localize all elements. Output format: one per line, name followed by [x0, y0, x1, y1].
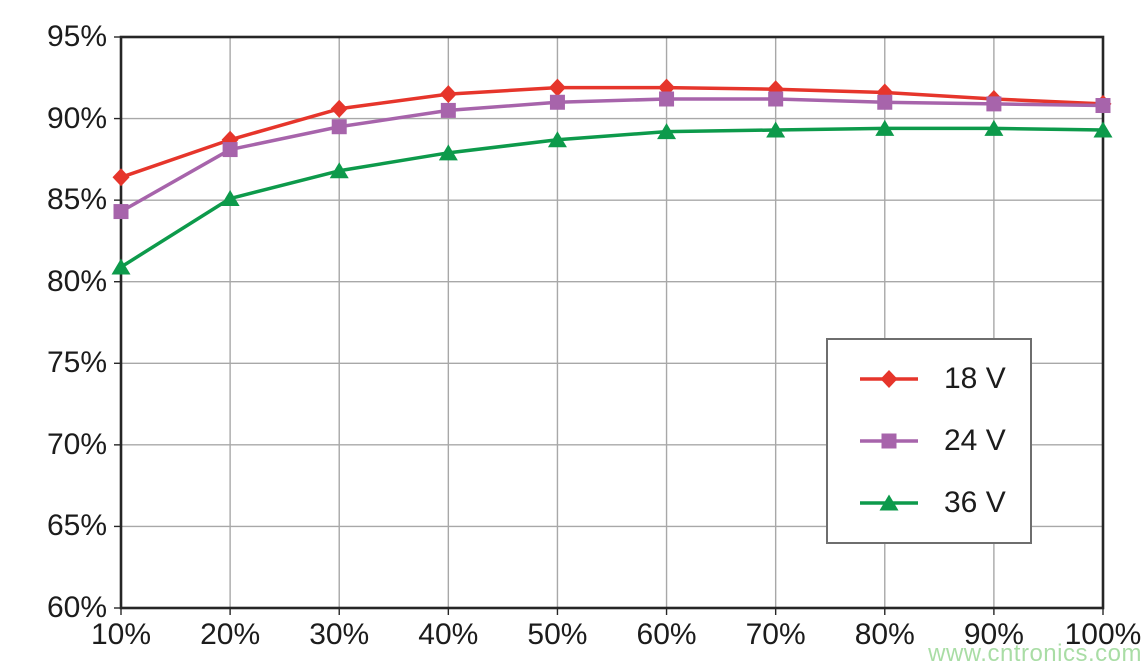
data-point-24v-square-icon [113, 204, 129, 220]
x-tick-label: 80% [854, 618, 915, 651]
data-point-36v-triangle-icon [111, 258, 131, 275]
legend-item-24v: 24 V [828, 424, 1030, 458]
x-tick-label: 30% [309, 618, 370, 651]
data-point-24v-square-icon [440, 102, 456, 118]
data-point-36v-triangle-icon [547, 131, 567, 148]
y-tick-label: 65% [46, 509, 107, 543]
data-point-36v-triangle-icon [1093, 121, 1113, 138]
x-tick-label: 50% [527, 618, 588, 651]
series-line-24v [120, 97, 1104, 214]
y-tick-label: 75% [46, 346, 107, 380]
data-point-24v-square-icon [986, 96, 1002, 112]
data-point-36v-triangle-icon [657, 123, 677, 140]
plot-frame [119, 35, 1105, 610]
x-tick-label: 60% [636, 618, 697, 651]
legend-label-18v: 18 V [944, 362, 1006, 395]
data-point-36v-triangle-icon [984, 119, 1004, 136]
series-line-18v [120, 85, 1104, 179]
data-point-18v-diamond-icon [330, 99, 348, 118]
data-point-24v-square-icon [222, 142, 238, 158]
watermark-text: www.cntronics.com [928, 640, 1142, 667]
y-tick-label: 70% [46, 427, 107, 461]
x-tick-label: 100% [1064, 618, 1142, 651]
data-point-36v-triangle-icon [220, 190, 240, 207]
legend-label-36v: 36 V [944, 486, 1006, 519]
data-point-24v-square-icon [549, 94, 565, 110]
data-point-24v-square-icon [1095, 98, 1111, 114]
data-point-36v-triangle-icon [438, 144, 458, 161]
legend-item-18v: 18 V [828, 362, 1030, 396]
x-tick-label: 10% [90, 618, 152, 651]
legend-label-24v: 24 V [944, 424, 1006, 457]
y-tick-label: 95% [46, 20, 107, 53]
x-tick-label: 90% [963, 618, 1024, 651]
y-tick-label: 85% [46, 183, 107, 217]
legend-marker-24v-square-icon [860, 433, 918, 449]
data-point-18v-diamond-icon [112, 168, 130, 187]
data-point-36v-triangle-icon [766, 121, 786, 138]
y-tick-label: 80% [46, 264, 107, 298]
legend-item-36v: 36 V [828, 486, 1030, 520]
data-point-24v-square-icon [768, 91, 784, 107]
y-tick-label: 90% [46, 101, 107, 135]
legend-marker-36v-triangle-icon [860, 494, 918, 511]
legend-marker-18v-diamond-icon [860, 370, 918, 388]
x-tick-label: 70% [745, 618, 806, 651]
chart-legend: 18 V 24 V 36 V [826, 338, 1032, 544]
data-point-36v-triangle-icon [329, 162, 349, 179]
x-tick-label: 20% [200, 618, 261, 651]
y-tick-label: 60% [46, 591, 107, 624]
data-point-24v-square-icon [877, 94, 893, 110]
data-point-36v-triangle-icon [875, 119, 895, 136]
series-line-36v [120, 126, 1104, 269]
x-tick-label: 40% [418, 618, 479, 651]
data-point-18v-diamond-icon [548, 78, 566, 97]
data-point-18v-diamond-icon [439, 85, 457, 104]
data-point-24v-square-icon [659, 91, 675, 107]
data-point-24v-square-icon [331, 119, 347, 135]
